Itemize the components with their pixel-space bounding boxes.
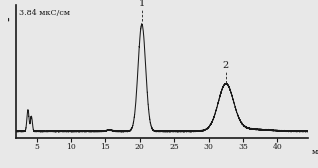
Text: 3.84 мкС/см: 3.84 мкС/см [19,9,70,17]
Text: мин: мин [311,148,318,156]
Text: 1: 1 [139,0,145,8]
Text: 2: 2 [223,61,229,70]
